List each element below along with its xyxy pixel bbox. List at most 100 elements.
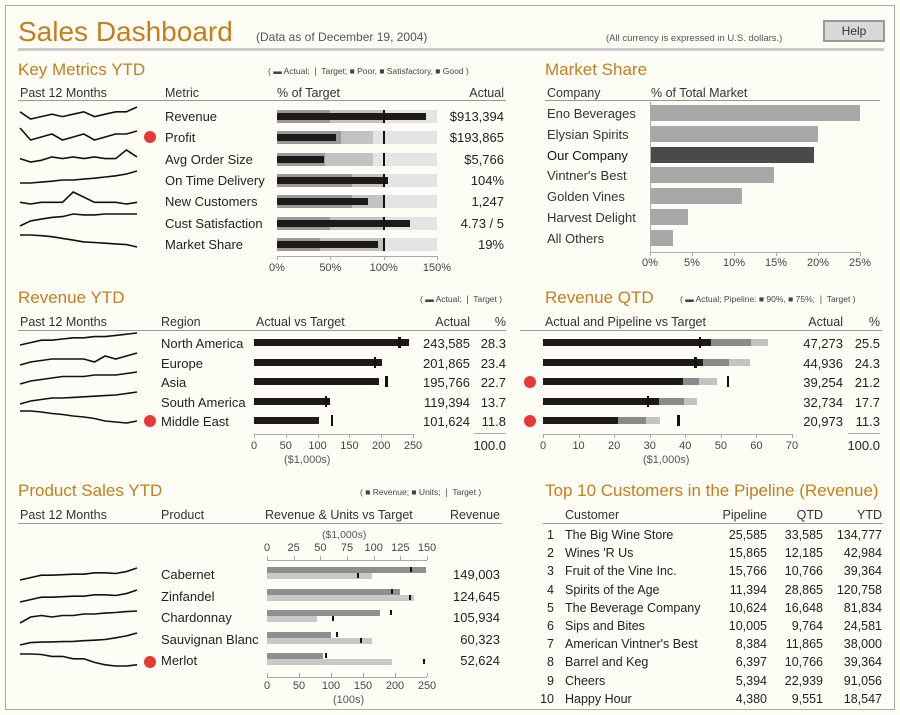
pipeline-value: 15,865 [728,546,767,561]
qtd-value: 12,185 [784,546,823,561]
col-revenue: Revenue [449,508,500,522]
units-bar [267,637,372,644]
axis-tick [320,556,322,560]
metric-label: Cust Satisfaction [165,215,263,231]
actual-value: 104% [470,172,504,188]
axis-tick [299,673,300,677]
actual-bar [543,397,660,405]
col-past-12-months: Past 12 Months [20,508,107,522]
qtd-value: 16,648 [784,600,823,615]
customer-rank: 9 [547,673,554,688]
pct-value: 13.7 [480,394,506,410]
sparkline-path [19,610,138,624]
actual-value: 119,394 [423,394,470,410]
axis-line [254,434,413,435]
pipeline-value: 8,384 [735,637,767,652]
ytd-value: 38,000 [843,637,882,652]
top-axis-label: 150 [417,542,437,554]
axis-label: 40 [679,440,692,452]
axis-tick [267,673,268,677]
axis-label: 100 [308,440,327,452]
axis-tick [792,434,793,438]
sparkline [19,148,138,163]
sparkline-path [19,567,138,581]
axis-label: 20% [806,257,830,269]
axis-label: 150% [422,262,452,274]
pipeline-value: 10,005 [728,619,767,633]
axis-label: 70 [785,440,799,452]
market-share-bar [650,146,814,163]
sparkline-path [19,127,138,142]
axis-tick [330,256,332,260]
col-revenue-units: Revenue & Units vs Target [265,508,413,522]
key-metrics-legend: ( ▬ Actual; ❘ Target; ■ Poor, ■ Satisfac… [268,66,469,76]
col-actual: Actual [469,86,504,100]
page-title: Sales Dashboard [18,16,233,47]
pipeline-value: 5,394 [735,673,767,688]
region-label: Europe [161,355,203,371]
col-company: Company [547,86,601,100]
units-bar [267,594,415,601]
sparkline-path [19,191,138,205]
sparkline [19,127,138,142]
axis-unit: ($1,000s) [284,454,331,466]
actual-value: 20,973 [803,414,843,429]
pipeline-value: 15,766 [728,564,767,579]
col-actual-vs-target: Actual vs Target [256,315,345,329]
sparkline-path [19,106,138,120]
col-metric: Metric [165,86,200,100]
product-sales-legend: ( ■ Revenue; ■ Units; ❘ Target ) [360,487,482,497]
divider [520,330,882,331]
sparkline [19,332,138,346]
sparkline [19,106,138,120]
sparkline-path [20,170,138,184]
actual-bar [543,358,703,366]
customer-name: The Beverage Company [565,600,701,615]
axis-label: 10 [572,440,585,452]
company-label: Our Company [547,147,628,163]
units-target-marker [356,573,359,578]
sparkline [19,567,138,581]
axis-tick [685,434,687,438]
axis-tick [395,673,396,677]
axis-tick [734,252,735,256]
ytd-value: 42,984 [843,546,882,561]
company-label: Elysian Spirits [547,126,629,142]
pct-value: 21.2 [854,375,880,390]
axis-tick [317,434,319,438]
bottom-axis-label: 250 [417,680,437,692]
revenue-bar [267,610,380,616]
sparkline-path [20,233,138,248]
metric-label: On Time Delivery [165,172,265,188]
actual-bar [543,417,618,424]
units-target-marker [360,637,363,643]
market-share-bar [650,167,775,184]
actual-value: 39,254 [803,375,843,390]
axis-tick [373,556,375,560]
bottom-axis-label: 50 [292,680,306,692]
as-of-date: (Data as of December 19, 2004) [256,30,428,44]
axis-tick [649,434,651,438]
market-share-bar [650,105,860,121]
qtd-value: 9,551 [791,691,823,706]
col-region: Region [161,315,201,329]
bottom-axis-unit: (100s) [333,694,365,706]
qtd-value: 10,766 [784,564,823,579]
axis-label: 25% [848,257,872,269]
sparkline-path [19,588,138,603]
help-button[interactable]: Help [823,20,885,42]
qtd-value: 33,585 [784,528,823,542]
ytd-value: 81,834 [843,600,882,615]
revenue-target-marker [389,610,392,615]
axis-label: 10% [722,257,746,269]
pipeline-value: 4,380 [735,691,767,706]
market-share-bar [650,229,673,246]
col-market-pct: % of Total Market [651,86,748,100]
revenue-value: 52,624 [460,653,500,668]
market-share-bar [650,188,743,205]
col-actual-pipeline: Actual and Pipeline vs Target [545,315,706,329]
actual-bar [543,339,712,346]
col-product: Product [161,508,205,522]
units-target-marker [331,616,334,621]
actual-value: 243,585 [423,336,470,351]
